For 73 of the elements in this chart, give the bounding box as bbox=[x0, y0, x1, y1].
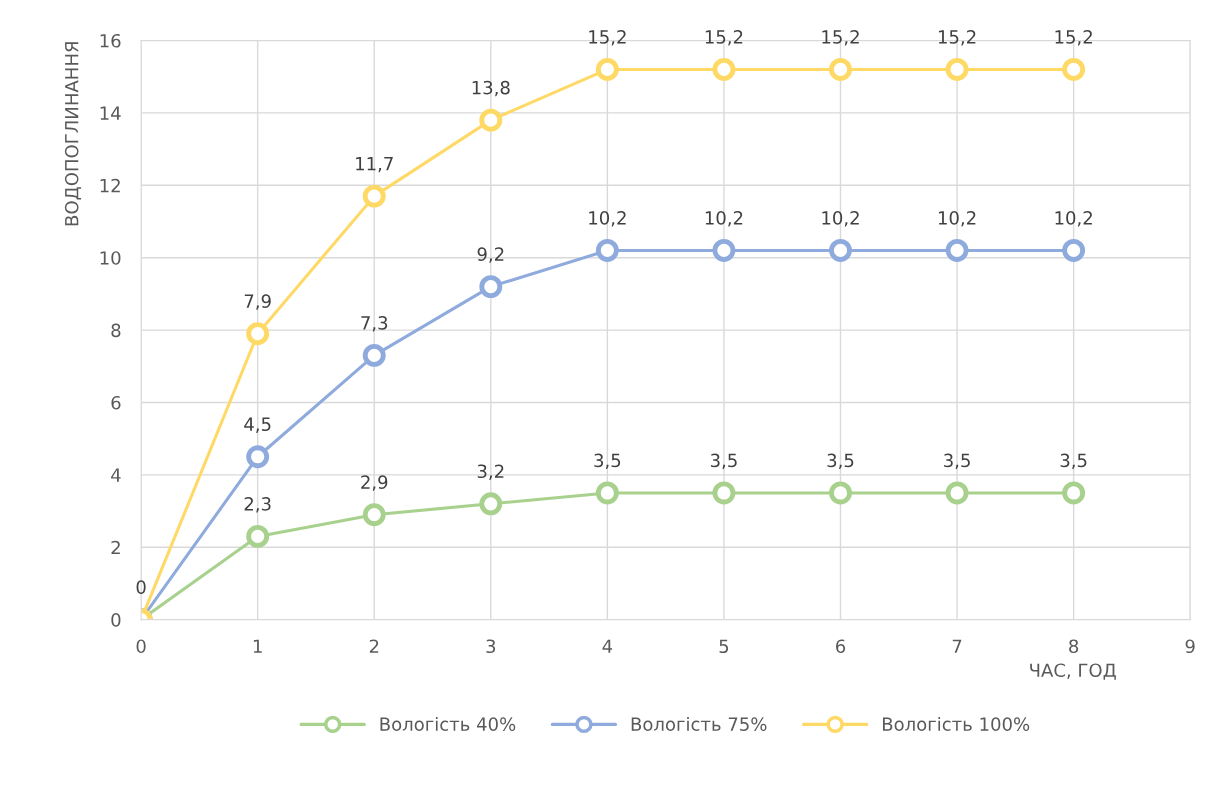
data-label: 15,2 bbox=[938, 30, 976, 46]
point bbox=[712, 481, 736, 505]
data-label: 3,5 bbox=[827, 453, 854, 470]
data-label: 10,2 bbox=[938, 211, 976, 227]
point bbox=[362, 343, 386, 367]
point bbox=[362, 184, 386, 208]
legend-label: Вологість 100% bbox=[882, 716, 1030, 731]
data-label: 15,2 bbox=[589, 30, 626, 46]
point bbox=[829, 481, 852, 505]
data-label: 10,2 bbox=[705, 211, 743, 227]
data-label: 3,2 bbox=[477, 464, 504, 480]
data-label: 9,2 bbox=[477, 247, 504, 263]
point bbox=[829, 238, 852, 262]
data-label: 3,5 bbox=[1060, 453, 1087, 470]
data-label: 10,2 bbox=[822, 211, 859, 227]
data-label: 4,5 bbox=[244, 417, 271, 433]
data-label: 15,2 bbox=[705, 30, 743, 46]
x-tick-label: 6 bbox=[836, 639, 846, 654]
point bbox=[712, 238, 736, 262]
y-tick-label: 2 bbox=[111, 540, 120, 555]
point bbox=[945, 481, 969, 505]
y-tick-label: 6 bbox=[111, 395, 121, 410]
point bbox=[1062, 481, 1086, 505]
x-axis-title: ЧАС, ГОД bbox=[1030, 663, 1116, 680]
x-tick-label: 9 bbox=[1185, 639, 1195, 654]
point bbox=[595, 238, 619, 262]
point bbox=[246, 524, 270, 548]
x-tick-label: 3 bbox=[486, 639, 496, 654]
data-label: 0 bbox=[136, 580, 146, 594]
point bbox=[595, 58, 619, 81]
data-label: 3,5 bbox=[594, 453, 621, 470]
legend-label: Вологість 75% bbox=[631, 716, 767, 731]
y-tick-label: 0 bbox=[111, 613, 121, 627]
x-tick-label: 8 bbox=[1069, 639, 1079, 654]
point bbox=[479, 275, 503, 299]
y-tick-label: 12 bbox=[100, 178, 120, 193]
data-label: 13,8 bbox=[472, 80, 510, 97]
point bbox=[712, 58, 736, 81]
y-tick-label: 8 bbox=[111, 323, 121, 338]
point bbox=[945, 58, 969, 81]
point bbox=[362, 503, 386, 527]
point bbox=[479, 492, 503, 516]
data-label: 15,2 bbox=[822, 30, 859, 46]
data-label: 2,3 bbox=[244, 497, 271, 513]
point bbox=[246, 445, 270, 469]
data-label: 15,2 bbox=[1055, 30, 1092, 46]
y-tick-label: 10 bbox=[100, 251, 121, 265]
data-label: 3,5 bbox=[710, 453, 737, 470]
data-label: 7,9 bbox=[244, 294, 271, 310]
x-tick-label: 7 bbox=[952, 639, 962, 653]
data-label: 10,2 bbox=[589, 211, 626, 227]
y-tick-label: 14 bbox=[100, 106, 121, 120]
x-tick-label: 4 bbox=[602, 639, 613, 653]
x-tick-label: 0 bbox=[136, 639, 146, 654]
legend-label: Вологість 40% bbox=[380, 716, 516, 731]
point bbox=[829, 58, 852, 81]
point bbox=[945, 238, 969, 262]
data-label: 10,2 bbox=[1055, 211, 1092, 227]
point bbox=[1062, 58, 1086, 81]
x-tick-label: 2 bbox=[369, 639, 379, 653]
point bbox=[246, 322, 270, 346]
point bbox=[1062, 238, 1086, 262]
data-label: 7,3 bbox=[361, 316, 388, 332]
x-tick-label: 1 bbox=[253, 639, 262, 653]
data-label: 11,7 bbox=[356, 157, 393, 173]
y-tick-label: 16 bbox=[100, 33, 121, 48]
point bbox=[479, 108, 503, 132]
point bbox=[595, 481, 619, 505]
y-tick-label: 4 bbox=[111, 468, 121, 482]
data-label: 2,9 bbox=[361, 475, 388, 491]
x-tick-label: 5 bbox=[719, 639, 729, 654]
y-axis-title: ВОДОПОГЛИНАННЯ bbox=[64, 42, 82, 226]
data-label: 3,5 bbox=[944, 453, 970, 470]
